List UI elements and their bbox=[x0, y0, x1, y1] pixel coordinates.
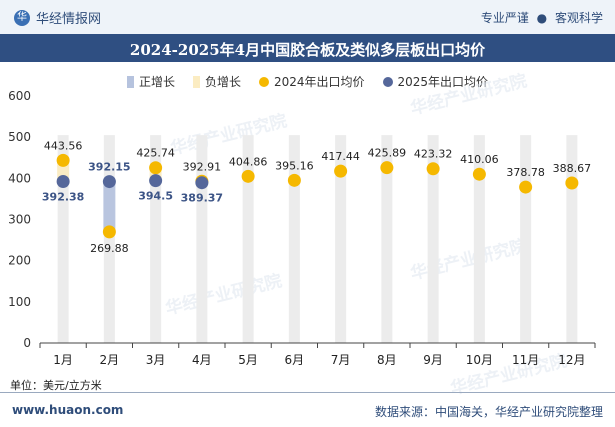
point-2025-2 bbox=[102, 175, 116, 189]
y-tick-label-200: 200 bbox=[8, 254, 31, 268]
tagline-left: 专业严谨 bbox=[480, 11, 529, 25]
legend-swatch-2025 bbox=[382, 76, 393, 87]
y-tick-label-600: 600 bbox=[8, 89, 31, 103]
tagline: 专业严谨 ● 客观科学 bbox=[481, 9, 603, 26]
y-tick-label-300: 300 bbox=[8, 213, 31, 227]
column-bg-8 bbox=[381, 135, 393, 343]
x-tick-label-7: 7月 bbox=[331, 353, 351, 367]
label-2024-6: 395.16 bbox=[275, 159, 314, 172]
point-2024-8 bbox=[380, 161, 394, 175]
watermark-1: 华经产业研究院 bbox=[163, 270, 284, 319]
y-tick-label-400: 400 bbox=[8, 171, 31, 185]
legend-label-2024: 2024年出口均价 bbox=[273, 75, 365, 89]
point-2025-4 bbox=[195, 176, 209, 190]
x-tick-label-1: 1月 bbox=[53, 353, 73, 367]
label-2024-8: 425.89 bbox=[368, 147, 407, 160]
top-bar: 华 华经情报网 专业严谨 ● 客观科学 bbox=[0, 0, 615, 34]
column-bg-11 bbox=[520, 135, 532, 343]
x-tick-label-2: 2月 bbox=[100, 353, 120, 367]
point-2024-5 bbox=[241, 169, 255, 183]
brand-name: 华经情报网 bbox=[36, 12, 102, 27]
footer-divider bbox=[0, 392, 615, 393]
title-bar: 2024-2025年4月中国胶合板及类似多层板出口均价 bbox=[0, 34, 615, 62]
point-2025-1 bbox=[56, 174, 70, 188]
column-bg-1 bbox=[57, 135, 69, 343]
point-2024-7 bbox=[334, 164, 348, 178]
x-tick-label-8: 8月 bbox=[377, 353, 397, 367]
label-2025-2: 392.15 bbox=[88, 161, 130, 174]
brand: 华 华经情报网 bbox=[14, 8, 101, 27]
legend-swatch-up bbox=[126, 75, 134, 88]
column-bg-3 bbox=[150, 135, 162, 343]
label-2025-3: 394.5 bbox=[138, 190, 173, 203]
column-bg-6 bbox=[288, 135, 300, 343]
column-bg-7 bbox=[335, 135, 347, 343]
x-tick-label-11: 11月 bbox=[512, 353, 539, 367]
point-2024-11 bbox=[519, 180, 533, 194]
x-tick-label-9: 9月 bbox=[423, 353, 443, 367]
legend-swatch-2024 bbox=[258, 76, 269, 87]
label-2024-9: 423.32 bbox=[414, 148, 453, 161]
column-bg-10 bbox=[473, 135, 485, 343]
y-tick-label-500: 500 bbox=[8, 130, 31, 144]
legend-item-2024: 2024年出口均价 bbox=[258, 73, 365, 90]
unit-label: 单位：美元/立方米 bbox=[10, 379, 102, 392]
point-2024-9 bbox=[426, 162, 440, 176]
legend-label-up: 正增长 bbox=[138, 75, 175, 89]
label-2024-4: 392.91 bbox=[183, 160, 222, 173]
label-2025-1: 392.38 bbox=[42, 190, 84, 203]
column-bg-9 bbox=[427, 135, 439, 343]
data-source: 数据来源：中国海关，华经产业研究院整理 bbox=[374, 405, 603, 419]
label-2024-7: 417.44 bbox=[321, 150, 360, 163]
column-bg-2 bbox=[103, 135, 115, 343]
x-tick-label-5: 5月 bbox=[238, 353, 258, 367]
point-2024-2 bbox=[102, 225, 116, 239]
brand-logo-icon: 华 bbox=[14, 9, 30, 26]
label-2024-11: 378.78 bbox=[506, 166, 545, 179]
dot-separator-icon: ● bbox=[536, 11, 548, 25]
label-2024-10: 410.06 bbox=[460, 153, 499, 166]
x-tick-label-4: 4月 bbox=[192, 353, 212, 367]
legend-label-down: 负增长 bbox=[204, 75, 241, 89]
watermark-2: 华经产业研究院 bbox=[408, 70, 529, 119]
watermark-3: 华经产业研究院 bbox=[408, 235, 529, 284]
legend-item-up: 正增长 bbox=[126, 73, 175, 90]
legend-item-2025: 2025年出口均价 bbox=[382, 73, 489, 90]
x-tick-label-6: 6月 bbox=[285, 353, 305, 367]
x-tick-label-3: 3月 bbox=[146, 353, 166, 367]
label-2024-2: 269.88 bbox=[90, 242, 129, 255]
site-url: www.huaon.com bbox=[12, 403, 124, 417]
change-bar-2 bbox=[103, 181, 116, 232]
point-2024-6 bbox=[287, 173, 301, 187]
label-2024-5: 404.86 bbox=[229, 155, 268, 168]
chart-title: 2024-2025年4月中国胶合板及类似多层板出口均价 bbox=[129, 41, 486, 59]
point-2024-3 bbox=[149, 161, 163, 175]
column-bg-4 bbox=[196, 135, 208, 343]
legend-swatch-down bbox=[192, 75, 200, 88]
label-2024-12: 388.67 bbox=[553, 162, 592, 175]
label-2025-4: 389.37 bbox=[181, 192, 223, 205]
legend: 正增长 负增长 2024年出口均价 2025年出口均价 bbox=[0, 73, 615, 90]
point-2025-3 bbox=[149, 174, 163, 188]
label-2024-1: 443.56 bbox=[44, 139, 83, 152]
legend-label-2025: 2025年出口均价 bbox=[397, 75, 489, 89]
tagline-right: 客观科学 bbox=[554, 11, 603, 25]
label-2024-3: 425.74 bbox=[136, 147, 175, 160]
point-2024-10 bbox=[472, 167, 486, 181]
x-tick-label-12: 12月 bbox=[558, 353, 585, 367]
column-bg-12 bbox=[566, 135, 578, 343]
y-tick-label-100: 100 bbox=[8, 295, 31, 309]
point-2024-1 bbox=[56, 153, 70, 167]
x-tick-label-10: 10月 bbox=[466, 353, 493, 367]
watermark-0: 华经产业研究院 bbox=[168, 110, 289, 159]
legend-item-down: 负增长 bbox=[192, 73, 241, 90]
column-bg-5 bbox=[242, 135, 254, 343]
point-2024-12 bbox=[565, 176, 579, 190]
y-tick-label-0: 0 bbox=[23, 336, 31, 350]
